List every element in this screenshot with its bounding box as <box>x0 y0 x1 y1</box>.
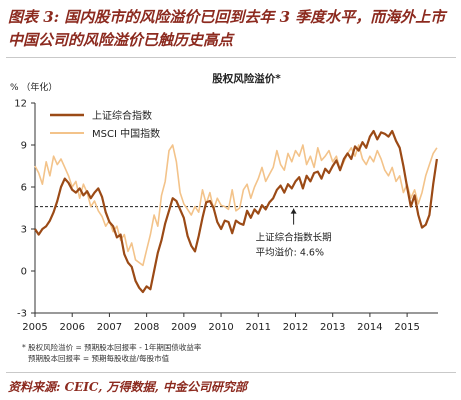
chart-title: 股权风险溢价* <box>212 72 281 85</box>
chart-container: 股权风险溢价* % （年化） -3 0 3 6 9 12 2005 2006 2007 2008 200… <box>0 60 461 345</box>
series-line-msci-china <box>34 144 438 267</box>
y-tick-label: -3 <box>17 309 27 320</box>
annotation-arrowhead <box>290 208 297 214</box>
y-axis-label: % （年化） <box>10 81 57 93</box>
x-tick-label: 2011 <box>246 322 271 333</box>
x-tick-label: 2008 <box>134 322 159 333</box>
y-tick-label: 3 <box>21 225 27 236</box>
annotation-label: 平均溢价: 4.6% <box>256 247 324 259</box>
series-line-shanghai-composite <box>34 129 438 294</box>
x-tick-label: 2014 <box>357 322 382 333</box>
y-tick-label: 0 <box>21 267 27 278</box>
y-tick-label: 6 <box>21 183 27 194</box>
x-tick-label: 2012 <box>283 322 308 333</box>
legend-label: 上证综合指数 <box>92 109 152 122</box>
y-tick-label: 9 <box>21 141 27 152</box>
x-tick-label: 2007 <box>97 322 122 333</box>
source-text: 资料来源: CEIC, 万得数据, 中金公司研究部 <box>8 380 247 394</box>
x-tick-label: 2013 <box>320 322 345 333</box>
title-divider <box>6 57 456 58</box>
y-tick-label: 12 <box>14 99 27 110</box>
chart-notes: * 股权风险溢价 = 预期股本回报率 - 1年期国债收益率 预期股本回报率 = … <box>22 342 201 364</box>
x-tick-label: 2009 <box>171 322 196 333</box>
legend-label: MSCI 中国指数 <box>92 127 160 140</box>
source-divider <box>6 372 456 373</box>
line-chart: 股权风险溢价* % （年化） -3 0 3 6 9 12 2005 2006 2007 2008 200… <box>10 72 438 333</box>
x-tick-label: 2010 <box>208 322 233 333</box>
annotation-label: 上证综合指数长期 <box>256 232 332 244</box>
x-tick-label: 2005 <box>22 322 47 333</box>
note-line-2: 预期股本回报率 = 预期每股收益/每股市值 <box>28 354 170 363</box>
x-tick-label: 2015 <box>394 322 419 333</box>
figure-title: 图表 3: 国内股市的风险溢价已回到去年 3 季度水平，而海外上市中国公司的风险… <box>8 8 446 49</box>
x-tick-label: 2006 <box>59 322 84 333</box>
note-line-1: * 股权风险溢价 = 预期股本回报率 - 1年期国债收益率 <box>22 343 202 352</box>
